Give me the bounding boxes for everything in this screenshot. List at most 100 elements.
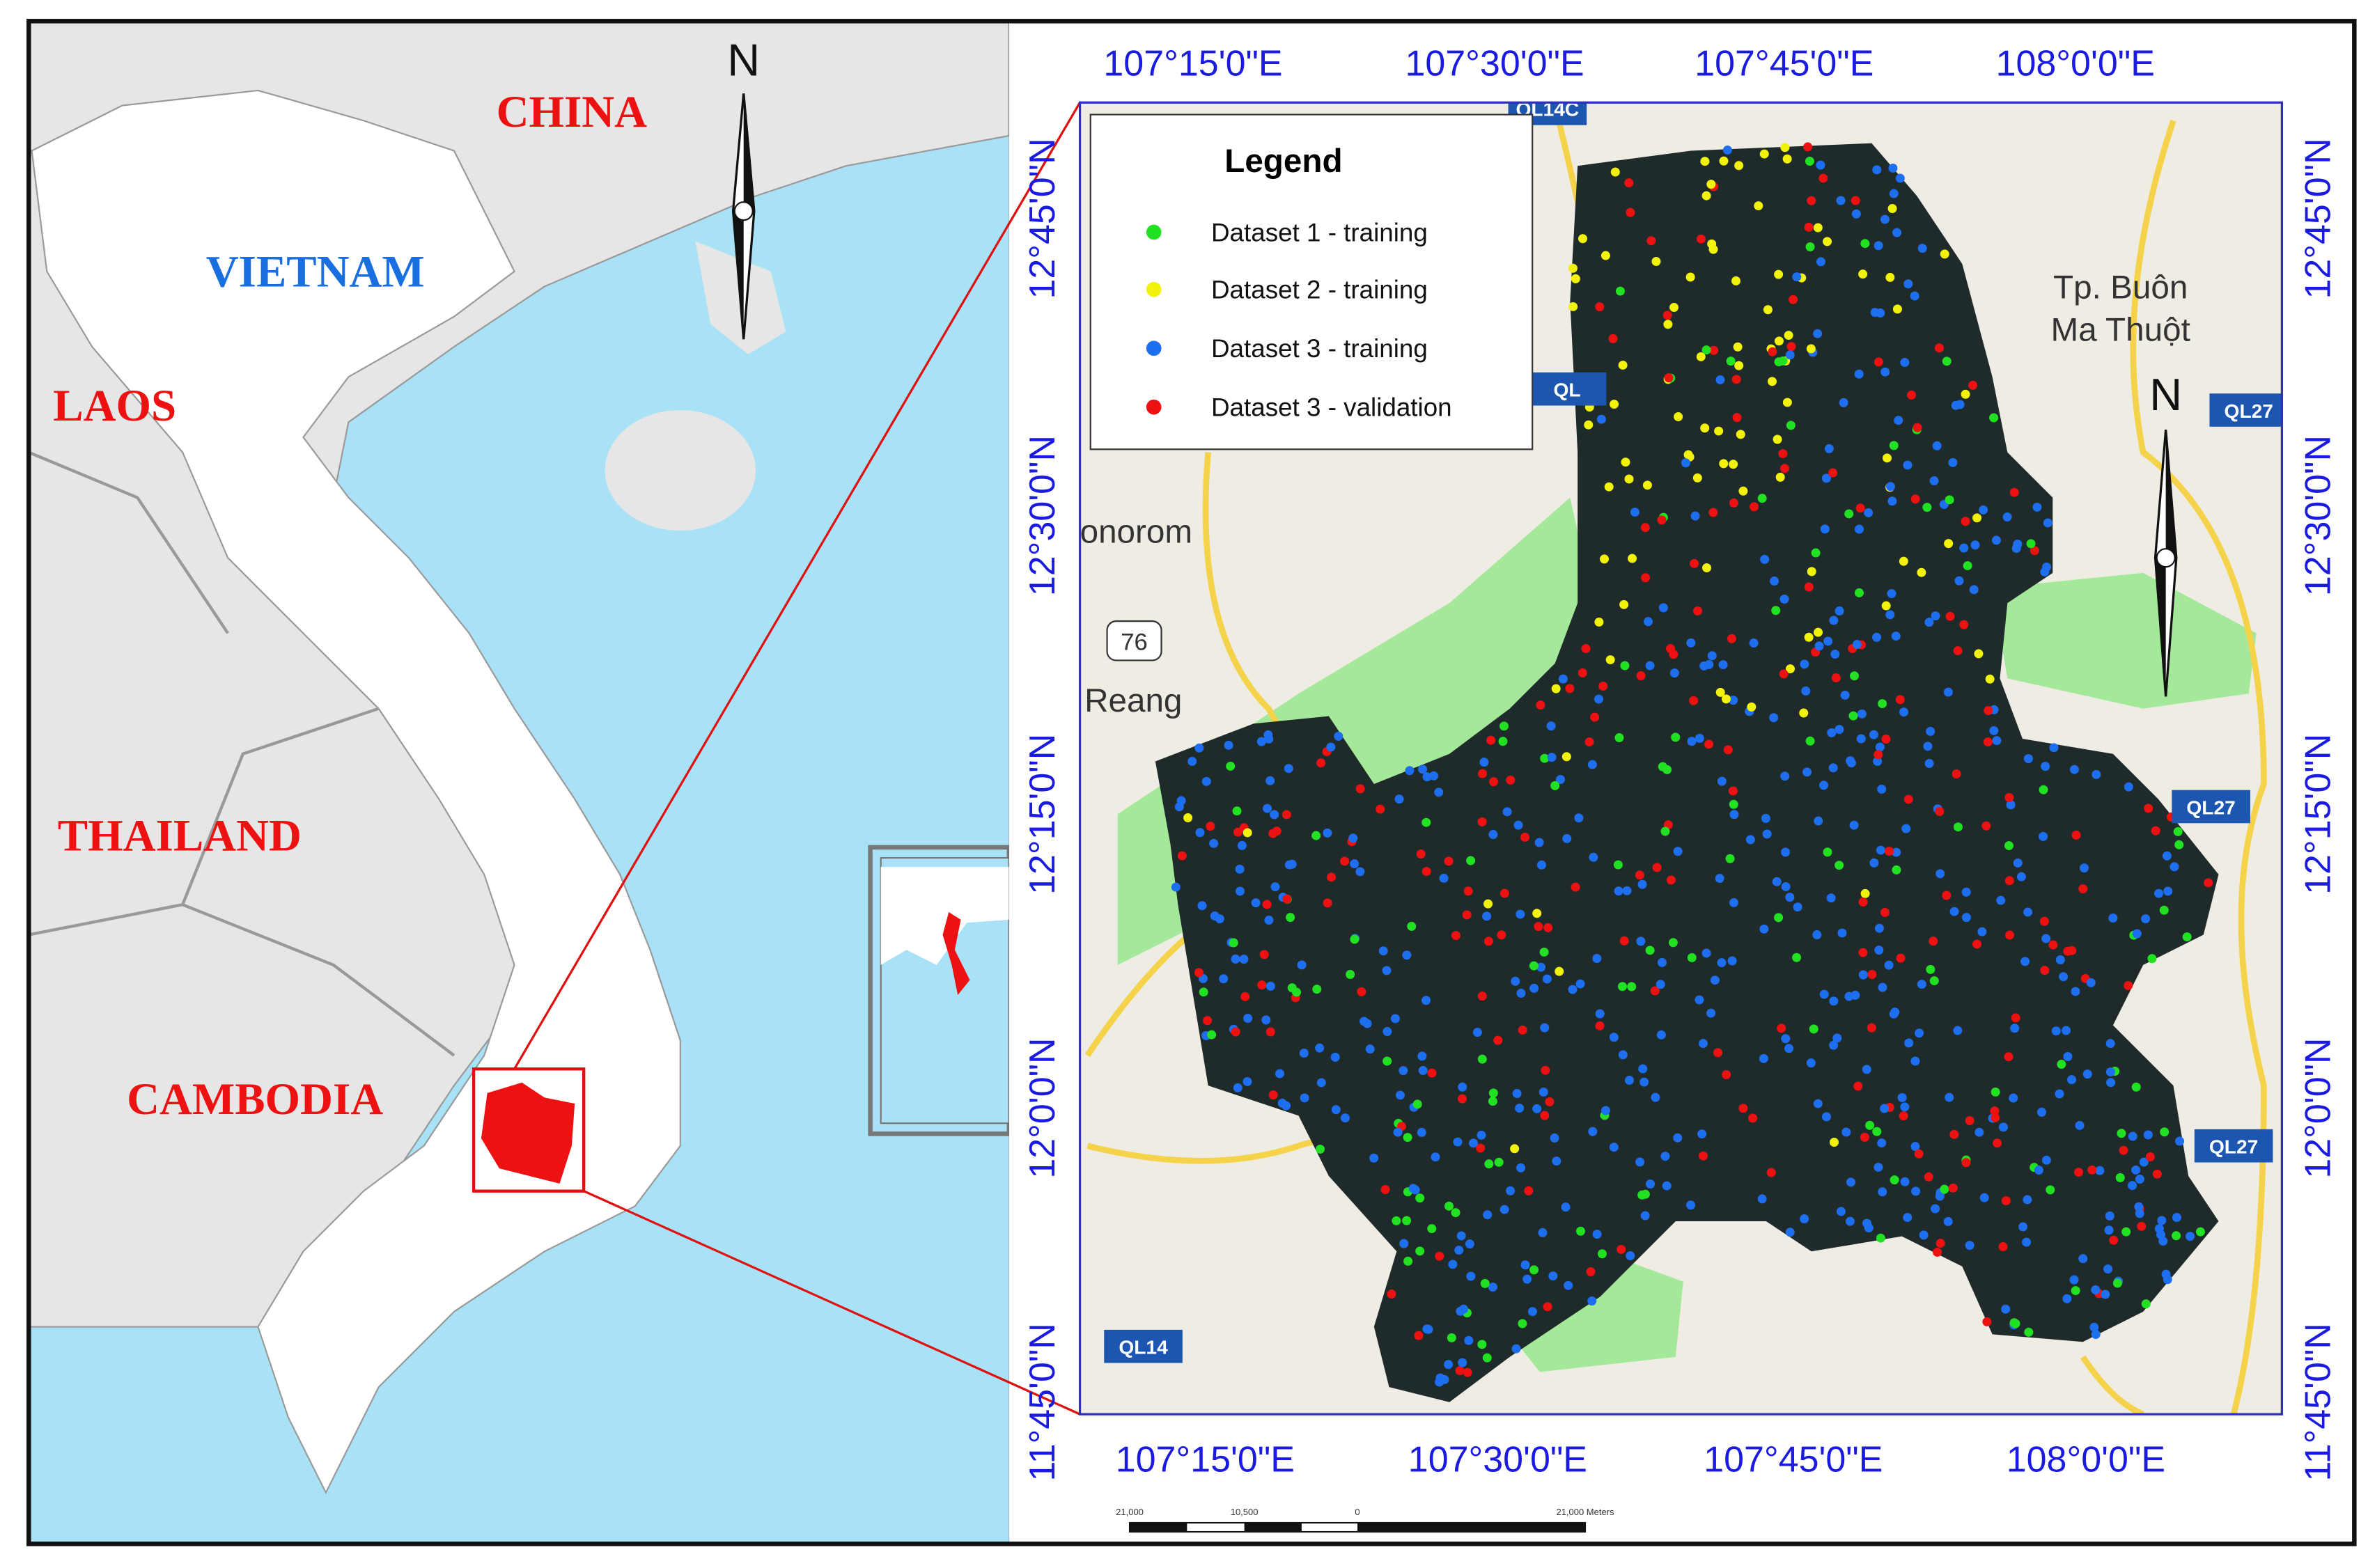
road-badge xyxy=(1527,372,1607,406)
sample-point xyxy=(1785,664,1795,674)
sample-point xyxy=(1934,343,1944,353)
sample-point xyxy=(1852,639,1862,649)
sample-point xyxy=(1669,668,1679,678)
sample-point xyxy=(2103,1264,2113,1274)
sample-point xyxy=(2049,743,2059,753)
sample-point xyxy=(1715,687,1725,697)
sample-point xyxy=(1778,449,1788,459)
sample-point xyxy=(1477,817,1487,826)
sample-point xyxy=(1415,1246,1425,1256)
sample-point xyxy=(1803,142,1813,152)
legend-label: Dataset 3 - validation xyxy=(1211,393,1452,422)
sample-point xyxy=(1991,535,2001,545)
sample-point xyxy=(1693,606,1703,616)
sample-point xyxy=(2095,1166,2105,1175)
sample-point xyxy=(1729,498,1738,508)
sample-point xyxy=(1961,389,1970,399)
sample-point xyxy=(1529,1265,1539,1275)
sample-point xyxy=(1456,1306,1465,1316)
sample-point xyxy=(2153,888,2163,898)
legend-items: Dataset 1 - training Dataset 2 - training… xyxy=(1146,218,1452,422)
sample-point xyxy=(2082,1069,2092,1079)
sample-point xyxy=(1929,976,1939,986)
sample-point xyxy=(1910,291,1919,301)
sample-point xyxy=(2078,1254,2088,1264)
sample-point xyxy=(2175,1136,2185,1146)
sample-point xyxy=(1948,1183,1958,1193)
sample-point xyxy=(1555,966,1564,976)
sample-point xyxy=(1935,806,1945,816)
legend-swatch xyxy=(1146,281,1162,297)
sample-point xyxy=(1568,985,1578,994)
road-badge xyxy=(2172,790,2250,824)
sample-point xyxy=(2009,1093,2018,1103)
sample-point xyxy=(2009,1318,2019,1328)
sample-point xyxy=(1965,1241,1974,1251)
sample-point xyxy=(1536,962,1546,972)
sample-point xyxy=(2128,1181,2137,1191)
sample-point xyxy=(1867,1023,1876,1033)
sample-point xyxy=(1417,1127,1426,1137)
sample-point xyxy=(1830,650,1840,659)
sample-point xyxy=(1819,989,1829,999)
sample-point xyxy=(2004,841,2013,851)
sample-point xyxy=(1899,1111,1908,1121)
sample-point xyxy=(2131,1082,2141,1092)
sample-point xyxy=(1722,1069,1731,1079)
sample-point xyxy=(2039,916,2049,926)
sample-point xyxy=(1862,1065,1871,1074)
sample-point xyxy=(1312,985,1322,994)
sample-point xyxy=(1900,358,1910,368)
sample-point xyxy=(1729,460,1738,469)
sample-point xyxy=(1713,1048,1723,1058)
sample-point xyxy=(1482,911,1492,921)
sample-point xyxy=(1350,859,1360,869)
sample-point xyxy=(1719,459,1729,469)
sample-point xyxy=(1617,982,1627,991)
sample-point xyxy=(2147,954,2157,964)
sample-point xyxy=(1609,1143,1619,1152)
sample-point xyxy=(1959,620,1969,629)
map-frame xyxy=(1078,101,2284,1416)
sample-point xyxy=(1888,163,1898,173)
place-labels: Tp. Buôn Ma Thuột onorom Reang 76 xyxy=(1080,269,2190,719)
sample-point xyxy=(1203,1016,1213,1026)
sample-point xyxy=(1340,856,1350,866)
sample-point xyxy=(1970,540,1980,550)
sample-point xyxy=(1821,1112,1831,1122)
sample-point xyxy=(2063,1052,2073,1061)
sample-point xyxy=(1953,822,1963,832)
sample-point xyxy=(1919,1230,1929,1240)
sample-point xyxy=(1763,305,1773,315)
sample-point xyxy=(1903,279,1913,289)
sample-point xyxy=(1575,979,1585,989)
sample-point xyxy=(1910,1056,1920,1066)
sample-point xyxy=(1924,618,1934,627)
sample-point xyxy=(1464,1335,1474,1345)
sample-point xyxy=(1595,1009,1605,1019)
sample-point xyxy=(1728,786,1738,796)
lat-label: 11°45'0"N xyxy=(1022,1323,1063,1481)
sample-point xyxy=(1894,416,1903,425)
sample-point xyxy=(1715,874,1724,884)
sample-point xyxy=(1818,173,1828,183)
sample-point xyxy=(1194,743,1204,753)
sample-point xyxy=(1403,1133,1412,1143)
sample-point xyxy=(1620,661,1630,671)
sample-point xyxy=(1300,1093,1309,1103)
sample-point xyxy=(1972,513,1982,523)
sample-point xyxy=(1610,400,1619,409)
sample-point xyxy=(1785,350,1795,360)
sample-point xyxy=(1532,909,1542,918)
sample-point xyxy=(1564,1280,1573,1290)
sample-point xyxy=(1819,781,1829,790)
sample-point xyxy=(1729,897,1738,907)
sample-point xyxy=(2071,1286,2080,1296)
sample-point xyxy=(2092,769,2101,779)
sample-point xyxy=(1456,1231,1466,1241)
lat-label: 12°15'0"N xyxy=(1022,734,1063,895)
sample-point xyxy=(1656,980,1665,989)
sample-point xyxy=(1702,563,1712,572)
sample-point xyxy=(1738,1104,1748,1113)
